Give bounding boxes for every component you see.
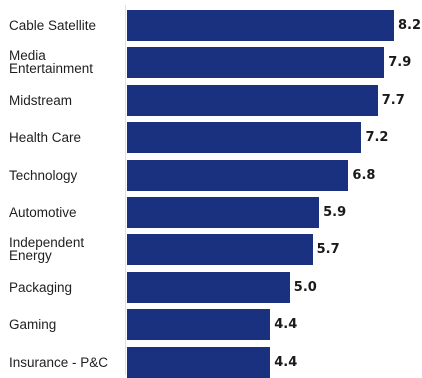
value-label: 5.7: [316, 242, 340, 258]
bar: [127, 346, 271, 378]
value-label: 7.2: [365, 130, 389, 146]
bar: [127, 271, 290, 303]
category-label: Insurance - P&C: [9, 355, 109, 370]
value-label: 5.9: [323, 205, 347, 220]
value-label: 4.4: [274, 354, 298, 370]
bar: [127, 122, 362, 154]
value-label: 4.4: [274, 317, 298, 333]
y-axis-line: [125, 5, 126, 375]
category-label: Media Entertainment: [9, 49, 94, 77]
category-label: Cable Satellite: [9, 19, 97, 33]
bar: [127, 309, 271, 341]
value-label: 7.7: [381, 92, 405, 108]
bar: [127, 197, 320, 228]
category-label: Automotive: [9, 206, 77, 220]
bar: [127, 84, 378, 116]
category-label: Technology: [9, 168, 78, 183]
value-label: 8.2: [398, 18, 422, 33]
category-label: Health Care: [9, 131, 82, 146]
value-label: 5.0: [293, 279, 317, 295]
category-label: Midstream: [9, 93, 73, 108]
bar: [127, 234, 313, 266]
category-label: Gaming: [9, 318, 57, 333]
category-label: Packaging: [9, 280, 73, 295]
bar: [127, 10, 394, 41]
value-label: 6.8: [352, 167, 376, 183]
value-label: 7.9: [388, 55, 412, 71]
bar: [127, 47, 385, 79]
bar: [127, 159, 349, 191]
category-label: Independent Energy: [9, 236, 85, 264]
